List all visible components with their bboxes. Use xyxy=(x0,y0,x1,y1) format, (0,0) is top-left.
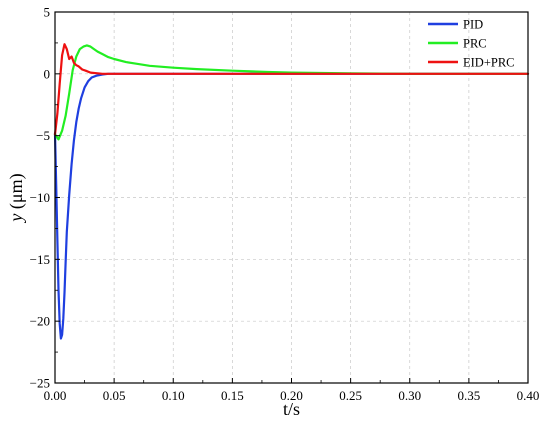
x-tick-label: 0.35 xyxy=(458,388,481,403)
x-tick-label: 0.10 xyxy=(162,388,185,403)
grid xyxy=(55,12,528,383)
legend-label-eid-prc: EID+PRC xyxy=(463,56,515,70)
y-axis-label-symbol: y xyxy=(6,214,26,224)
y-axis-label-unit: (μm) xyxy=(6,173,27,213)
y-tick-label: −5 xyxy=(36,128,50,143)
x-tick-label: 0.25 xyxy=(339,388,362,403)
legend-label-prc: PRC xyxy=(463,37,487,51)
x-axis-label: t/s xyxy=(283,399,300,419)
x-tick-label: 0.40 xyxy=(517,388,540,403)
legend: PID PRC EID+PRC xyxy=(428,18,515,70)
axis-ticks: 0.00 0.05 0.10 0.15 0.20 0.25 0.30 0.35 0.40 −25 −… xyxy=(30,5,540,404)
y-tick-label: 5 xyxy=(44,5,51,20)
series-line-eid-prc xyxy=(53,43,530,136)
legend-label-pid: PID xyxy=(463,18,483,32)
x-tick-label: 0.15 xyxy=(221,388,244,403)
y-tick-label: −10 xyxy=(30,190,50,205)
x-tick-label: 0.00 xyxy=(44,388,67,403)
x-tick-label: 0.30 xyxy=(398,388,421,403)
y-tick-label: −25 xyxy=(30,376,50,391)
x-tick-label: 0.20 xyxy=(280,388,303,403)
y-tick-label: −15 xyxy=(30,252,50,267)
y-axis-label: y (μm) xyxy=(6,173,27,223)
series-line-prc xyxy=(53,44,530,141)
x-tick-label: 0.05 xyxy=(103,388,126,403)
series-lines xyxy=(53,43,530,340)
y-tick-label: 0 xyxy=(44,66,51,81)
y-tick-label: −20 xyxy=(30,314,50,329)
